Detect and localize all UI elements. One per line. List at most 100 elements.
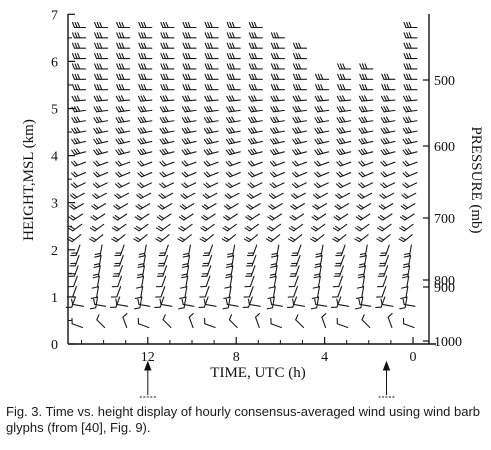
wind-barb bbox=[248, 53, 263, 60]
wind-barb bbox=[358, 298, 372, 307]
wind-barb bbox=[314, 160, 330, 167]
wind-barb bbox=[244, 223, 260, 232]
wind-barb bbox=[90, 213, 106, 221]
wind-barb bbox=[358, 116, 374, 124]
wind-barb bbox=[245, 265, 256, 277]
height-tick-label: 7 bbox=[51, 8, 58, 23]
wind-barb bbox=[337, 73, 352, 80]
wind-barb bbox=[292, 171, 308, 178]
wind-barb bbox=[158, 244, 169, 257]
wind-barb bbox=[199, 234, 214, 243]
wind-barb bbox=[182, 42, 197, 49]
wind-barb bbox=[355, 213, 371, 221]
time-tick-label: 12 bbox=[141, 350, 155, 365]
wind-barb bbox=[71, 105, 87, 113]
wind-barb bbox=[112, 265, 123, 277]
wind-barb bbox=[265, 234, 281, 243]
wind-barb bbox=[336, 171, 352, 178]
time-markers bbox=[139, 360, 395, 398]
wind-barb bbox=[135, 203, 151, 210]
wind-barb bbox=[137, 298, 151, 307]
wind-barb bbox=[377, 265, 389, 277]
wind-barb bbox=[181, 298, 195, 307]
wind-barb bbox=[226, 53, 241, 60]
wind-barb bbox=[270, 95, 285, 102]
wind-barb bbox=[182, 63, 197, 70]
wind-barb bbox=[292, 84, 308, 91]
wind-barb bbox=[115, 127, 131, 134]
wind-barb bbox=[225, 182, 241, 189]
wind-barb bbox=[269, 298, 283, 307]
wind-barb bbox=[116, 32, 131, 39]
wind-barb bbox=[225, 137, 241, 145]
wind-barb bbox=[247, 160, 263, 167]
wind-barb bbox=[312, 275, 321, 289]
wind-barb bbox=[269, 160, 285, 167]
wind-barb bbox=[204, 32, 219, 39]
wind-barb bbox=[270, 73, 285, 80]
wind-barb bbox=[333, 265, 344, 277]
pressure-tick-label: 800 bbox=[434, 274, 455, 289]
wind-barb bbox=[402, 127, 418, 134]
wind-barb bbox=[247, 137, 263, 145]
wind-barb bbox=[71, 63, 87, 70]
wind-barb bbox=[401, 265, 411, 279]
right-axis-label: PRESSURE (mb) bbox=[468, 126, 484, 233]
wind-barb bbox=[376, 275, 388, 288]
wind-barb bbox=[270, 127, 285, 134]
wind-barb bbox=[336, 105, 352, 113]
wind-barb bbox=[403, 73, 418, 80]
wind-barb bbox=[116, 53, 131, 60]
wind-barb bbox=[270, 105, 285, 113]
wind-barb bbox=[398, 234, 413, 243]
wind-barb bbox=[199, 285, 210, 298]
wind-barb bbox=[111, 275, 123, 288]
wind-barb bbox=[270, 317, 282, 329]
wind-barb bbox=[266, 296, 275, 310]
wind-barb bbox=[403, 95, 418, 102]
wind-barb bbox=[203, 171, 219, 178]
wind-barb bbox=[310, 296, 320, 310]
wind-barb bbox=[381, 73, 396, 80]
wind-barb bbox=[402, 317, 415, 329]
wind-barb bbox=[159, 137, 175, 145]
wind-barb bbox=[115, 148, 131, 156]
wind-barb bbox=[138, 244, 147, 258]
wind-barb bbox=[201, 265, 212, 277]
wind-barb bbox=[221, 234, 237, 243]
wind-barb bbox=[401, 275, 410, 289]
wind-barb bbox=[90, 285, 100, 300]
wind-barb bbox=[159, 160, 175, 167]
wind-barb bbox=[177, 234, 192, 243]
wind-barb bbox=[91, 275, 100, 289]
wind-barb bbox=[334, 254, 345, 267]
pressure-tick-label: 500 bbox=[434, 74, 455, 89]
wind-barb bbox=[402, 137, 418, 145]
wind-barb bbox=[337, 84, 352, 91]
wind-barb bbox=[115, 116, 131, 124]
wind-barb bbox=[71, 95, 87, 102]
wind-barb bbox=[292, 298, 306, 307]
wind-barb bbox=[292, 53, 308, 60]
wind-barb bbox=[222, 223, 237, 232]
wind-barb bbox=[254, 313, 261, 329]
wind-barb bbox=[135, 275, 145, 289]
wind-barb bbox=[380, 137, 396, 145]
wind-barb bbox=[137, 95, 153, 102]
wind-barb bbox=[295, 314, 305, 329]
wind-barb bbox=[337, 63, 352, 70]
wind-barb bbox=[96, 314, 106, 329]
wind-barb bbox=[71, 298, 85, 307]
pressure-tick-label: 600 bbox=[434, 140, 455, 155]
wind-barb bbox=[286, 296, 298, 308]
wind-barb bbox=[94, 84, 109, 91]
wind-barb bbox=[93, 127, 109, 134]
wind-barb bbox=[200, 275, 211, 288]
wind-barb bbox=[270, 63, 285, 70]
wind-barb bbox=[377, 213, 393, 221]
wind-barb bbox=[225, 265, 234, 279]
wind-barb bbox=[159, 298, 173, 307]
wind-barb bbox=[66, 234, 82, 243]
wind-barb bbox=[270, 116, 285, 124]
